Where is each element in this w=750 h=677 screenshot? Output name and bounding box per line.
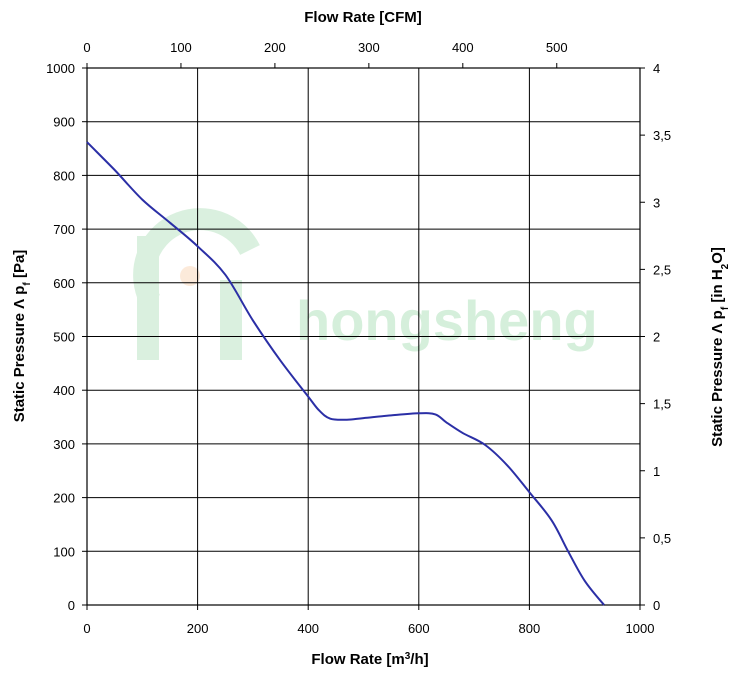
x-tick-label-top: 100 bbox=[170, 40, 192, 55]
x-axis-title-bottom: Flow Rate [m3/h] bbox=[311, 651, 428, 669]
y-tick-label-left: 400 bbox=[53, 383, 75, 398]
y-tick-label-right: 0,5 bbox=[653, 531, 671, 546]
y-tick-label-left: 300 bbox=[53, 437, 75, 452]
y-tick-label-right: 2 bbox=[653, 330, 660, 345]
x-tick-label-bottom: 1000 bbox=[626, 621, 655, 636]
x-ticks-bottom: 0 200 400 600 800 1000 bbox=[83, 605, 654, 636]
y-tick-label-right: 4 bbox=[653, 61, 660, 76]
y-tick-label-left: 0 bbox=[68, 598, 75, 613]
series-line bbox=[86, 141, 605, 606]
y-tick-label-left: 1000 bbox=[46, 61, 75, 76]
y-axis-title-right-sub2: 2 bbox=[720, 263, 731, 269]
y-axis-title-left: Static Pressure Λ pf [Pa] bbox=[11, 250, 33, 423]
y-tick-label-left: 800 bbox=[53, 168, 75, 183]
x-tick-label-top: 200 bbox=[264, 40, 286, 55]
x-tick-label-bottom: 0 bbox=[83, 621, 90, 636]
grid bbox=[86, 67, 641, 606]
watermark-text: hongsheng bbox=[296, 289, 598, 352]
y-axis-title-right-sub: f bbox=[720, 306, 731, 310]
y-axis-title-right: Static Pressure Λ pf [in H2O] bbox=[709, 247, 731, 447]
watermark-logo-dot bbox=[180, 266, 200, 286]
watermark-logo-stem bbox=[220, 280, 242, 360]
y-tick-label-left: 500 bbox=[53, 330, 75, 345]
x-ticks-top: 0 100 200 300 400 500 bbox=[83, 40, 568, 68]
y-axis-title-left-sub: f bbox=[22, 282, 33, 286]
x-tick-label-top: 400 bbox=[452, 40, 474, 55]
y-tick-label-left: 700 bbox=[53, 222, 75, 237]
x-tick-label-bottom: 600 bbox=[408, 621, 430, 636]
y-tick-label-right: 1,5 bbox=[653, 397, 671, 412]
y-tick-label-left: 600 bbox=[53, 276, 75, 291]
y-tick-label-left: 200 bbox=[53, 491, 75, 506]
x-tick-label-top: 300 bbox=[358, 40, 380, 55]
y-tick-label-right: 1 bbox=[653, 464, 660, 479]
x-axis-title-sup: 3 bbox=[405, 651, 411, 662]
watermark-logo-arc bbox=[133, 208, 260, 305]
watermark-logo bbox=[133, 208, 260, 360]
y-ticks-right: 0 0,5 1 1,5 2 2,5 3 3,5 4 bbox=[640, 61, 671, 613]
y-tick-label-right: 0 bbox=[653, 598, 660, 613]
y-ticks-left: 0 100 200 300 400 500 600 700 800 900 1000 bbox=[46, 61, 87, 613]
y-tick-label-right: 3 bbox=[653, 195, 660, 210]
x-tick-label-top: 0 bbox=[83, 40, 90, 55]
x-tick-label-bottom: 400 bbox=[297, 621, 319, 636]
x-axis-title-top: Flow Rate [CFM] bbox=[304, 9, 422, 26]
y-tick-label-right: 3,5 bbox=[653, 128, 671, 143]
watermark-logo-bar bbox=[137, 236, 159, 360]
x-tick-label-bottom: 200 bbox=[187, 621, 209, 636]
x-tick-label-bottom: 800 bbox=[519, 621, 541, 636]
y-tick-label-left: 100 bbox=[53, 544, 75, 559]
x-tick-label-top: 500 bbox=[546, 40, 568, 55]
y-tick-label-right: 2,5 bbox=[653, 262, 671, 277]
y-tick-label-left: 900 bbox=[53, 115, 75, 130]
